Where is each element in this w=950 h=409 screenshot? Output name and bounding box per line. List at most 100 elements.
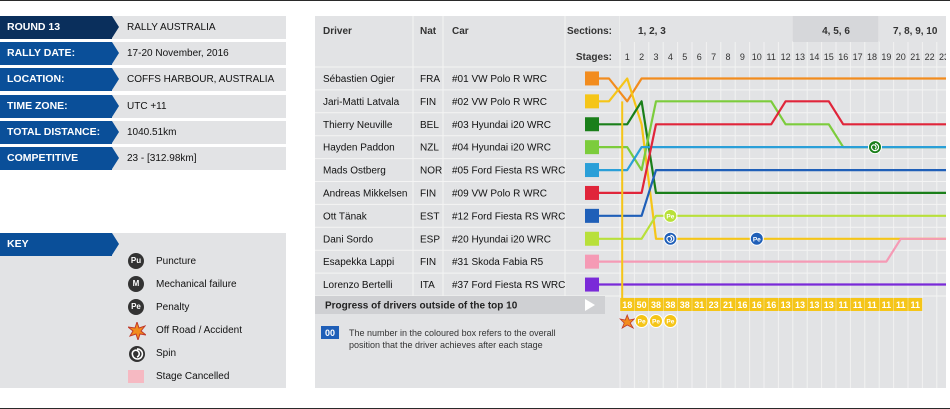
car-column-header: Car — [452, 26, 469, 37]
stage-number: 12 — [781, 52, 791, 62]
outside-position-box — [649, 298, 663, 311]
key-item-label: Penalty — [156, 302, 190, 313]
driver-name: Ott Tänak — [323, 211, 368, 222]
outside-top10-arrow — [585, 299, 595, 311]
outside-position-number: 13 — [781, 300, 791, 310]
driver-car: #37 Ford Fiesta RS WRC — [452, 280, 565, 291]
info-label-arrow — [112, 68, 119, 90]
driver-position-line — [599, 237, 950, 263]
driver-car: #31 Skoda Fabia R5 — [452, 257, 544, 268]
penalty-icon — [649, 314, 663, 328]
outside-top10-label: Progress of drivers outside of the top 1… — [325, 301, 518, 312]
driver-name: Sébastien Ogier — [323, 74, 395, 85]
section-band — [879, 16, 950, 42]
driver-car: #12 Ford Fiesta RS WRC — [452, 211, 565, 222]
driver-car: #20 Hyundai i20 WRC — [452, 234, 551, 245]
stage-number: 17 — [853, 52, 863, 62]
stage-number: 19 — [881, 52, 891, 62]
penalty-icon-glyph: Pe — [638, 319, 646, 326]
key-item-label: Stage Cancelled — [156, 371, 230, 382]
outside-top10-label-bg — [315, 296, 605, 314]
driver-car: #09 VW Polo R WRC — [452, 188, 547, 199]
driver-nat: ESP — [420, 234, 440, 245]
driver-name: Dani Sordo — [323, 234, 373, 245]
stage-position-chart-panel: Driver Nat Car Sections: Stages: 1, 2, 3 4, 5,… — [315, 16, 950, 388]
driver-position-line — [599, 77, 950, 240]
key-item-label: Spin — [156, 348, 177, 359]
stage-number: 4 — [668, 52, 673, 62]
key-item-label: Puncture — [156, 256, 197, 267]
outside-position-box — [865, 298, 879, 311]
section-band — [792, 16, 879, 42]
outside-position-box — [764, 298, 779, 311]
driver-car: #05 Ford Fiesta RS WRC — [452, 166, 565, 177]
driver-name: Lorenzo Bertelli — [323, 280, 392, 291]
outside-position-number: 13 — [809, 300, 819, 310]
outside-position-number: 11 — [867, 300, 877, 310]
driver-color-swatch — [585, 208, 599, 223]
stage-number: 13 — [795, 52, 805, 62]
outside-position-number: 11 — [853, 300, 863, 310]
penalty-icon — [663, 208, 678, 223]
driver-column-header: Driver — [323, 26, 352, 37]
stage-number: 23 — [939, 52, 946, 62]
outside-position-box — [735, 298, 750, 311]
driver-position-line — [599, 100, 950, 194]
driver-color-swatch — [585, 94, 599, 109]
note-text: position that the driver achieves after … — [349, 340, 543, 350]
info-value: COFFS HARBOUR, AUSTRALIA — [127, 74, 275, 85]
penalty-icon-glyph: Pe — [753, 236, 761, 243]
driver-nat: FIN — [420, 188, 436, 199]
outside-position-number: 11 — [910, 300, 920, 310]
section-label: 1, 2, 3 — [638, 26, 666, 37]
stage-number: 20 — [896, 52, 906, 62]
driver-nat: BEL — [420, 120, 439, 131]
stage-number: 3 — [653, 52, 658, 62]
stage-number: 6 — [697, 52, 702, 62]
stage-number: 2 — [639, 52, 644, 62]
driver-name: Mads Ostberg — [323, 166, 386, 177]
penalty-icon-glyph: Pe — [666, 213, 674, 220]
outside-position-box — [634, 298, 649, 311]
driver-car: #01 VW Polo R WRC — [452, 74, 547, 85]
off-road-accident-icon — [618, 313, 636, 329]
outside-position-box — [836, 298, 851, 311]
driver-color-swatch — [585, 117, 599, 132]
stage-number: 5 — [682, 52, 687, 62]
outside-position-box — [879, 298, 894, 311]
info-value: 23 - [312.98km] — [127, 153, 197, 164]
stage-cancelled-icon — [128, 370, 144, 383]
driver-nat: FRA — [420, 74, 440, 85]
driver-nat: EST — [420, 211, 439, 222]
spin-icon — [663, 231, 678, 246]
outside-position-box — [749, 298, 764, 311]
info-label: TIME ZONE: — [0, 95, 112, 118]
info-row: COMPETITIVE STAGES: 23 - [312.98km] — [0, 147, 286, 187]
driver-position-line — [599, 169, 950, 217]
mechanical-failure-icon: M — [128, 276, 144, 292]
driver-name: Hayden Paddon — [323, 143, 395, 154]
outside-position-number: 11 — [896, 300, 906, 310]
driver-nat: FIN — [420, 257, 436, 268]
driver-color-swatch — [585, 185, 599, 200]
driver-position-line — [599, 214, 950, 240]
outside-position-number: 31 — [694, 300, 704, 310]
driver-name: Esapekka Lappi — [323, 257, 394, 268]
outside-position-box — [778, 298, 793, 311]
info-value: 17-20 November, 2016 — [127, 48, 229, 59]
outside-position-number: 23 — [709, 300, 719, 310]
outside-position-number: 38 — [665, 300, 675, 310]
outside-position-box — [821, 298, 836, 311]
outside-position-box — [706, 298, 721, 311]
penalty-icon: Pe — [128, 299, 144, 315]
stage-number: 10 — [752, 52, 762, 62]
note-box-number: 00 — [325, 328, 335, 338]
driver-nat: NOR — [420, 166, 442, 177]
puncture-icon: Pu — [128, 253, 144, 269]
stage-number: 18 — [867, 52, 877, 62]
key-panel: KEY Pu Puncture M Mechanical failure Pe Penal… — [0, 233, 286, 388]
stage-number: 11 — [767, 52, 776, 62]
outside-position-box — [850, 298, 865, 311]
section-label: 4, 5, 6 — [822, 26, 850, 37]
outside-position-box — [721, 298, 735, 311]
